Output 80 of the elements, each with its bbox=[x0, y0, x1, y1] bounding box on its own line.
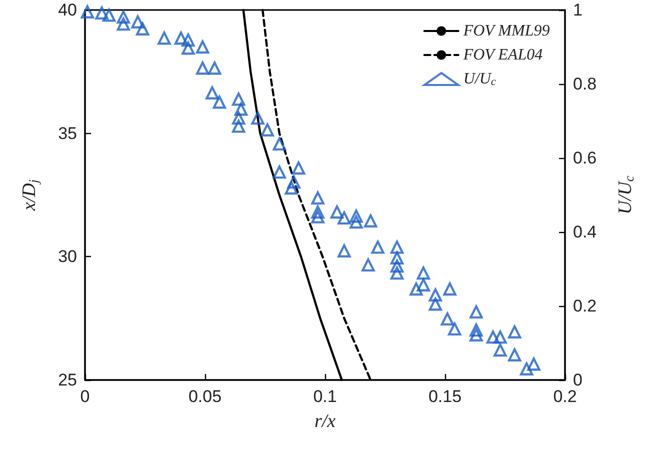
point bbox=[251, 111, 264, 125]
legend-label: FOV MML99 bbox=[462, 22, 550, 40]
point bbox=[470, 328, 483, 342]
point bbox=[212, 96, 226, 109]
point bbox=[182, 42, 195, 55]
legend-label: FOV EAL04 bbox=[462, 46, 543, 64]
x-axis-title: r/x bbox=[314, 411, 336, 432]
point bbox=[390, 266, 404, 280]
point bbox=[428, 298, 442, 311]
point bbox=[448, 322, 462, 336]
point bbox=[364, 214, 378, 228]
point bbox=[284, 181, 298, 195]
x-tick-label: 0.15 bbox=[428, 387, 462, 406]
point bbox=[311, 205, 324, 219]
point bbox=[330, 205, 344, 219]
point bbox=[338, 244, 351, 258]
point bbox=[520, 362, 534, 376]
x-tick-label: 0.2 bbox=[553, 387, 577, 406]
point bbox=[390, 240, 404, 254]
y2-tick-label: 1 bbox=[573, 0, 582, 20]
x-tick-label: 0.1 bbox=[313, 387, 337, 406]
point bbox=[362, 258, 375, 272]
point bbox=[486, 330, 500, 344]
point bbox=[272, 137, 286, 151]
point bbox=[508, 348, 522, 362]
point bbox=[527, 357, 540, 371]
y2-tick-label: 0 bbox=[573, 370, 582, 390]
point bbox=[371, 240, 384, 254]
point bbox=[116, 10, 130, 24]
point bbox=[174, 32, 188, 45]
point bbox=[494, 343, 507, 357]
point bbox=[470, 305, 483, 319]
point bbox=[508, 325, 522, 338]
point bbox=[158, 32, 171, 45]
point bbox=[80, 5, 94, 18]
point bbox=[440, 312, 454, 326]
y2-tick-label: 0.6 bbox=[573, 148, 597, 168]
point bbox=[196, 61, 210, 75]
y-tick-label: 30 bbox=[58, 247, 77, 266]
y-axis-title: x/Dj bbox=[19, 179, 41, 212]
point bbox=[416, 266, 430, 280]
point bbox=[272, 165, 286, 179]
point bbox=[416, 278, 430, 292]
point bbox=[102, 8, 116, 22]
point bbox=[428, 288, 442, 302]
point bbox=[206, 86, 219, 100]
point bbox=[182, 33, 195, 47]
y-tick-label: 40 bbox=[58, 0, 77, 20]
y2-axis-title: U/Uc bbox=[614, 176, 637, 214]
point bbox=[287, 175, 300, 189]
point bbox=[260, 123, 274, 136]
point bbox=[338, 211, 351, 225]
point bbox=[131, 15, 144, 28]
x-tick-label: 0.05 bbox=[188, 387, 222, 406]
y-tick-label: 25 bbox=[58, 370, 77, 390]
point bbox=[311, 191, 324, 205]
x-tick-label: 0 bbox=[80, 387, 90, 406]
point bbox=[234, 102, 248, 116]
y2-tick-label: 0.4 bbox=[573, 222, 597, 242]
point bbox=[292, 161, 306, 175]
point bbox=[390, 251, 404, 264]
point bbox=[136, 22, 150, 36]
point bbox=[470, 323, 483, 337]
y2-tick-label: 0.8 bbox=[573, 74, 597, 94]
point bbox=[410, 282, 423, 296]
point bbox=[208, 61, 222, 75]
point bbox=[390, 259, 404, 273]
point bbox=[350, 215, 363, 229]
y2-tick-label: 0.2 bbox=[573, 296, 597, 316]
point bbox=[232, 92, 246, 106]
point bbox=[95, 6, 108, 20]
y-tick-label: 35 bbox=[58, 124, 77, 143]
point bbox=[116, 17, 130, 31]
point bbox=[494, 330, 507, 344]
point bbox=[232, 120, 246, 133]
point bbox=[443, 282, 456, 296]
point bbox=[311, 210, 324, 224]
point bbox=[196, 40, 210, 54]
point bbox=[350, 209, 363, 223]
point bbox=[232, 111, 246, 125]
